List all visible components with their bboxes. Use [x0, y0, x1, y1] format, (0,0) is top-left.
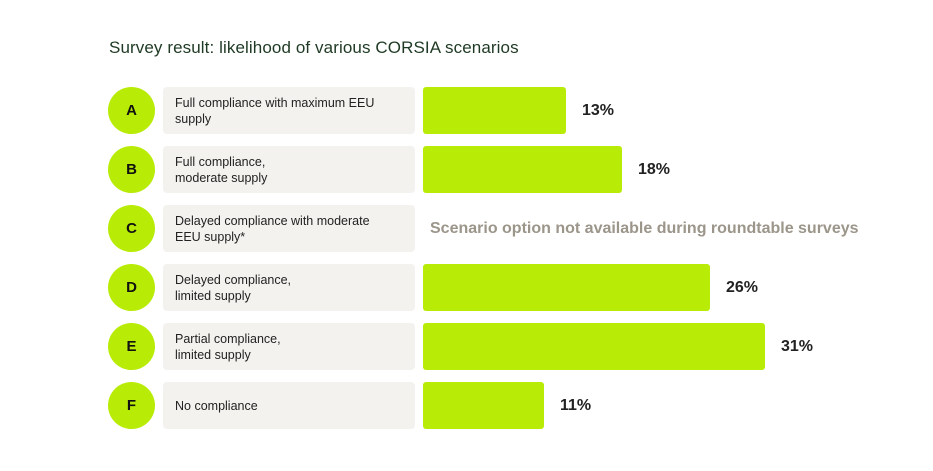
bar — [423, 264, 710, 311]
scenario-badge: F — [108, 382, 155, 429]
scenario-row-c: C Delayed compliance with moderate EEU su… — [0, 205, 933, 252]
scenario-label: Full compliance with maximum EEU supply — [163, 87, 415, 134]
bar-value-label: 26% — [726, 278, 759, 296]
bar — [423, 146, 622, 193]
bar-value-label: 18% — [638, 160, 671, 178]
bar-value-label: 11% — [560, 396, 592, 414]
scenario-label-text: Delayed compliance with moderate EEU sup… — [175, 213, 370, 244]
scenario-row-f: F No compliance 11% — [0, 382, 933, 429]
scenario-badge: D — [108, 264, 155, 311]
scenario-label: Partial compliance, limited supply — [163, 323, 415, 370]
scenario-badge: C — [108, 205, 155, 252]
scenario-label-text: No compliance — [175, 398, 258, 413]
scenario-badge: A — [108, 87, 155, 134]
scenario-label: Full compliance, moderate supply — [163, 146, 415, 193]
chart-title: Survey result: likelihood of various COR… — [109, 38, 519, 57]
not-available-note: Scenario option not available during rou… — [430, 219, 859, 237]
scenario-row-e: E Partial compliance, limited supply 31% — [0, 323, 933, 370]
scenario-label: No compliance — [163, 382, 415, 429]
scenario-badge: B — [108, 146, 155, 193]
scenario-label-text: Full compliance with maximum EEU supply — [175, 95, 375, 126]
bar — [423, 87, 566, 134]
scenario-label-text: Delayed compliance, limited supply — [175, 272, 292, 303]
scenario-row-b: B Full compliance, moderate supply 18% — [0, 146, 933, 193]
scenario-label-text: Full compliance, moderate supply — [175, 154, 268, 185]
bar — [423, 382, 544, 429]
scenario-label: Delayed compliance with moderate EEU sup… — [163, 205, 415, 252]
scenario-label: Delayed compliance, limited supply — [163, 264, 415, 311]
scenario-label-text: Partial compliance, limited supply — [175, 331, 281, 362]
scenario-row-d: D Delayed compliance, limited supply 26% — [0, 264, 933, 311]
bar — [423, 323, 765, 370]
bar-value-label: 13% — [582, 101, 615, 119]
scenario-badge: E — [108, 323, 155, 370]
scenario-row-a: A Full compliance with maximum EEU supply… — [0, 87, 933, 134]
bar-value-label: 31% — [781, 337, 814, 355]
